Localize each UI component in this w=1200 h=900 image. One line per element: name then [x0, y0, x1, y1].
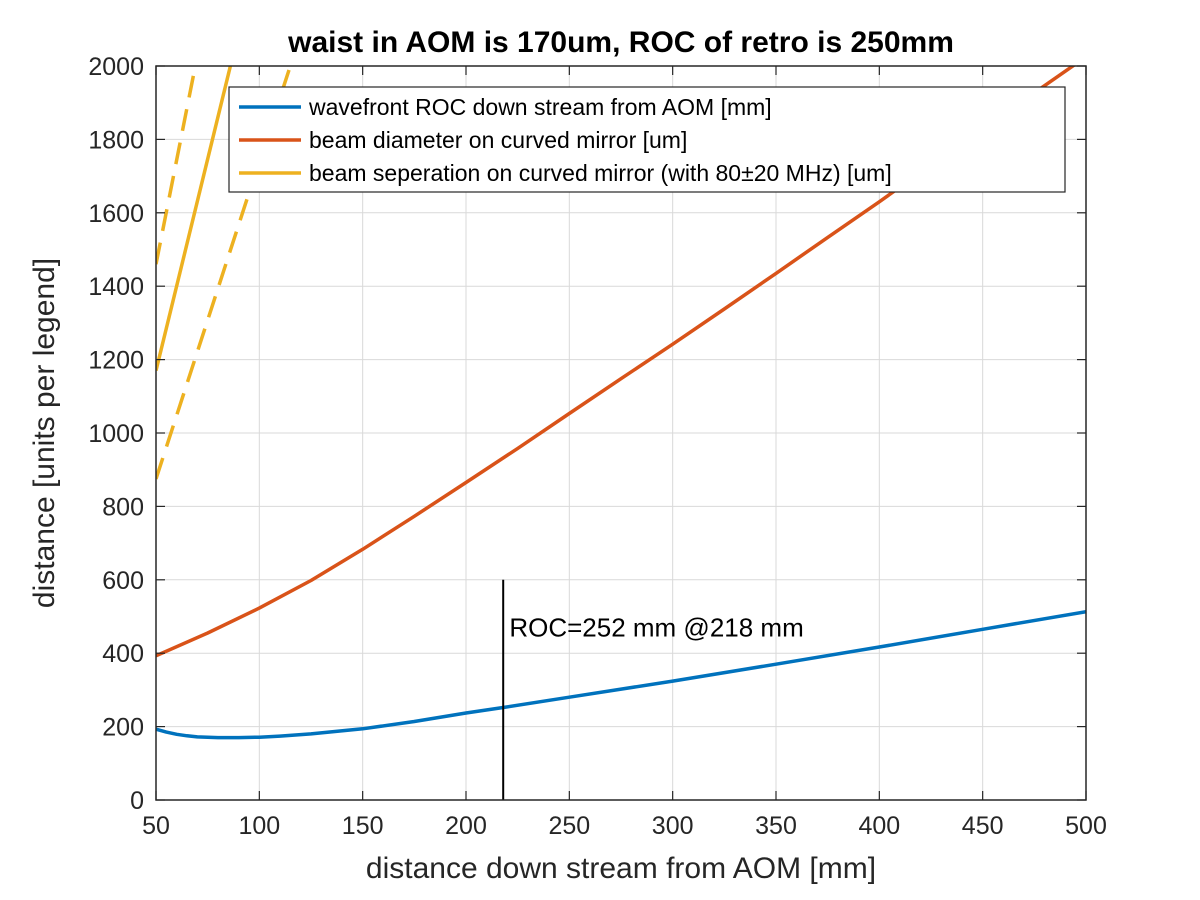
- legend-entry-separation: beam seperation on curved mirror (with 8…: [309, 160, 892, 186]
- y-tick-label: 1000: [88, 420, 144, 448]
- legend-entry-wavefront: wavefront ROC down stream from AOM [mm]: [308, 94, 772, 120]
- y-axis-label: distance [units per legend]: [28, 258, 61, 608]
- x-tick-label: 500: [1065, 812, 1107, 840]
- x-tick-label: 250: [548, 812, 590, 840]
- y-tick-label: 400: [102, 640, 144, 668]
- legend: wavefront ROC down stream from AOM [mm] …: [228, 86, 1066, 193]
- x-tick-label: 200: [445, 812, 487, 840]
- y-tick-label: 1800: [88, 126, 144, 154]
- series-wavefront-roc: [156, 609, 1086, 740]
- legend-entry-diameter: beam diameter on curved mirror [um]: [309, 127, 687, 153]
- annotation-label: ROC=252 mm @218 mm: [509, 613, 803, 643]
- series-beam-separation: [156, 66, 233, 372]
- y-tick-label: 2000: [88, 53, 144, 81]
- y-tick-label: 1200: [88, 347, 144, 375]
- x-tick-label: 400: [858, 812, 900, 840]
- annotation-group: ROC=252 mm @218 mm: [502, 579, 804, 800]
- y-tick-label: 200: [102, 714, 144, 742]
- x-tick-label: 50: [142, 812, 170, 840]
- x-axis-label: distance down stream from AOM [mm]: [366, 852, 876, 885]
- y-tick-label: 800: [102, 493, 144, 521]
- y-tick-label: 1600: [88, 200, 144, 228]
- x-tick-label: 150: [342, 812, 384, 840]
- x-tick-label: 300: [652, 812, 694, 840]
- legend-box: [228, 86, 1066, 193]
- chart-title: waist in AOM is 170um, ROC of retro is 2…: [287, 26, 954, 59]
- x-tick-label: 450: [962, 812, 1004, 840]
- x-tick-label: 350: [755, 812, 797, 840]
- y-tick-label: 600: [102, 567, 144, 595]
- x-tick-label: 100: [238, 812, 280, 840]
- y-tick-label: 1400: [88, 273, 144, 301]
- y-tick-label: 0: [130, 787, 144, 815]
- ticks: 50 100 150 200 250 300 350 400 450 500 0 200 400 600 8…: [88, 53, 1106, 840]
